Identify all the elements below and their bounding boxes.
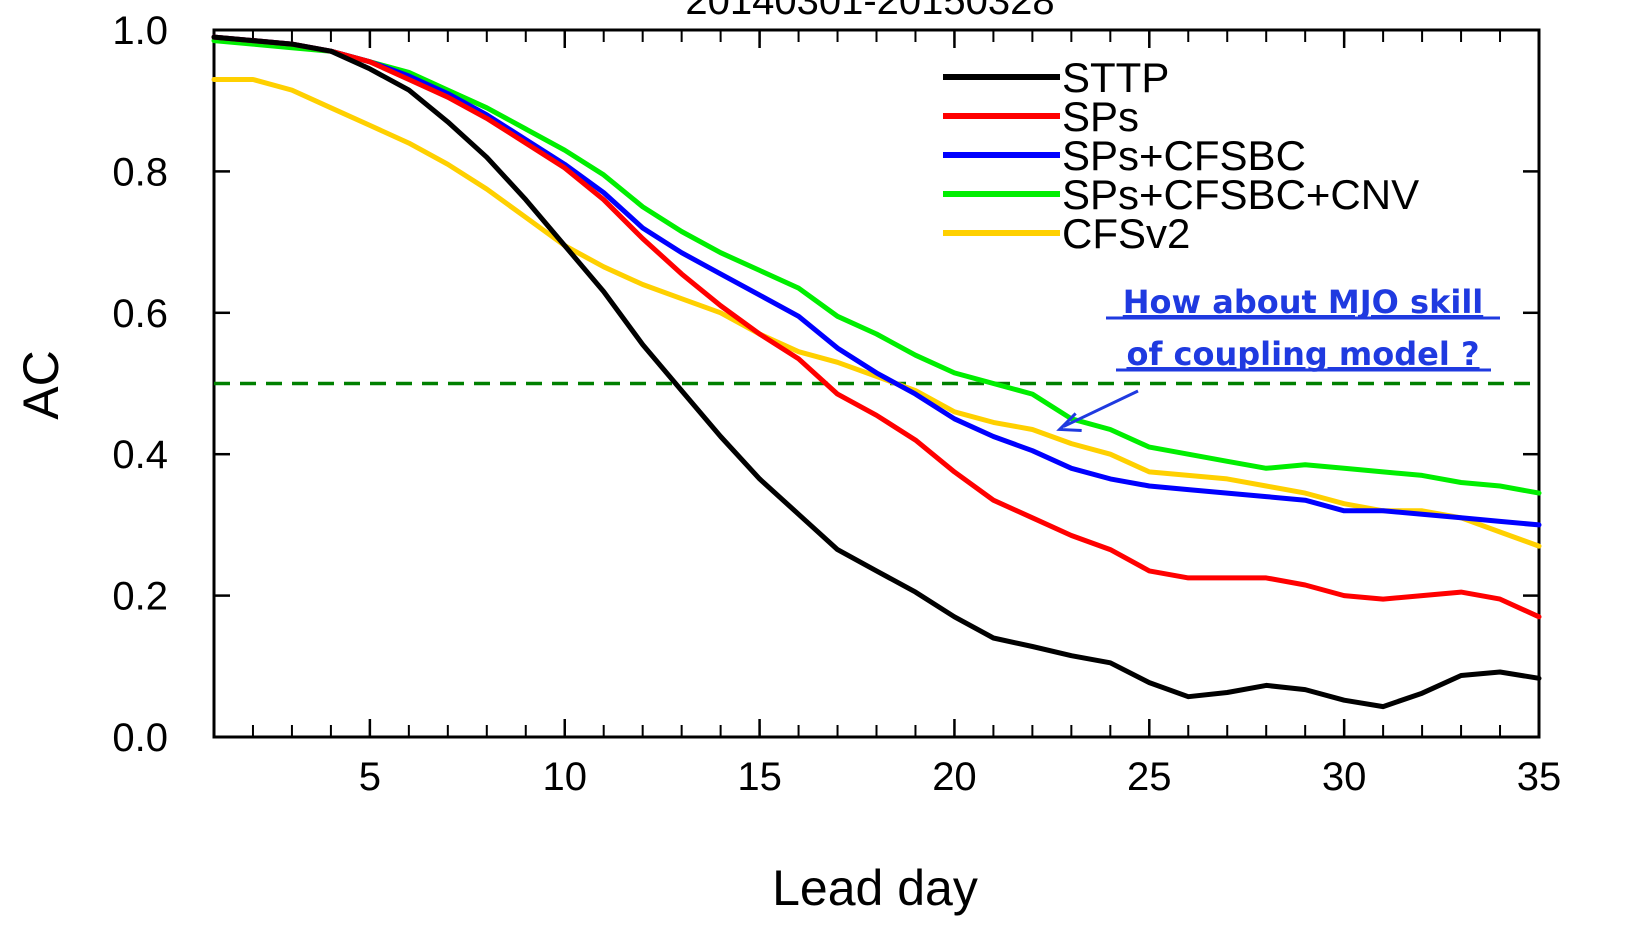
series-line-sps-cfsbc-cnv — [211, 38, 1542, 496]
legend-label: CFSv2 — [1062, 210, 1190, 257]
x-tick-label: 25 — [1127, 755, 1172, 799]
y-tick-label: 0.2 — [112, 575, 168, 619]
y-tick-label: 0.0 — [112, 716, 168, 760]
y-tick-label: 1.0 — [112, 9, 168, 53]
series-line-sps-cfsbc — [211, 34, 1542, 528]
y-tick-label: 0.4 — [112, 433, 168, 477]
annotation-arrow — [1063, 389, 1139, 428]
x-tick-label: 30 — [1322, 755, 1367, 799]
series-line-sps — [211, 34, 1542, 620]
y-tick-label: 0.6 — [112, 292, 168, 336]
series-line-sttp — [211, 34, 1542, 710]
y-tick-label: 0.8 — [112, 150, 168, 194]
annotation-line-2: of coupling model ? — [1126, 335, 1479, 373]
x-tick-label: 10 — [542, 755, 587, 799]
x-axis-title: Lead day — [772, 860, 978, 916]
x-tick-label: 35 — [1517, 755, 1562, 799]
legend-label: SPs+CFSBC — [1062, 132, 1306, 179]
x-tick-label: 20 — [932, 755, 977, 799]
series-line-cfsv2 — [211, 77, 1542, 549]
legend-label: SPs — [1062, 93, 1139, 140]
chart-title: 20140301-20150328 — [685, 0, 1054, 23]
annotation-arrowhead — [1056, 412, 1082, 432]
legend-label: STTP — [1062, 54, 1169, 101]
y-axis-title: AC — [13, 350, 69, 419]
x-tick-label: 5 — [359, 755, 381, 799]
x-tick-label: 15 — [737, 755, 782, 799]
axis-ticks: 5 10 15 20 25 30 35 0.0 0.2 0.4 0.6 0.8 1.0 — [112, 9, 1561, 799]
annotation: How about MJO skill of coupling model ? — [1056, 283, 1500, 432]
series-lines — [211, 34, 1542, 710]
annotation-line-1: How about MJO skill — [1123, 283, 1484, 321]
legend-label: SPs+CFSBC+CNV — [1062, 171, 1419, 218]
